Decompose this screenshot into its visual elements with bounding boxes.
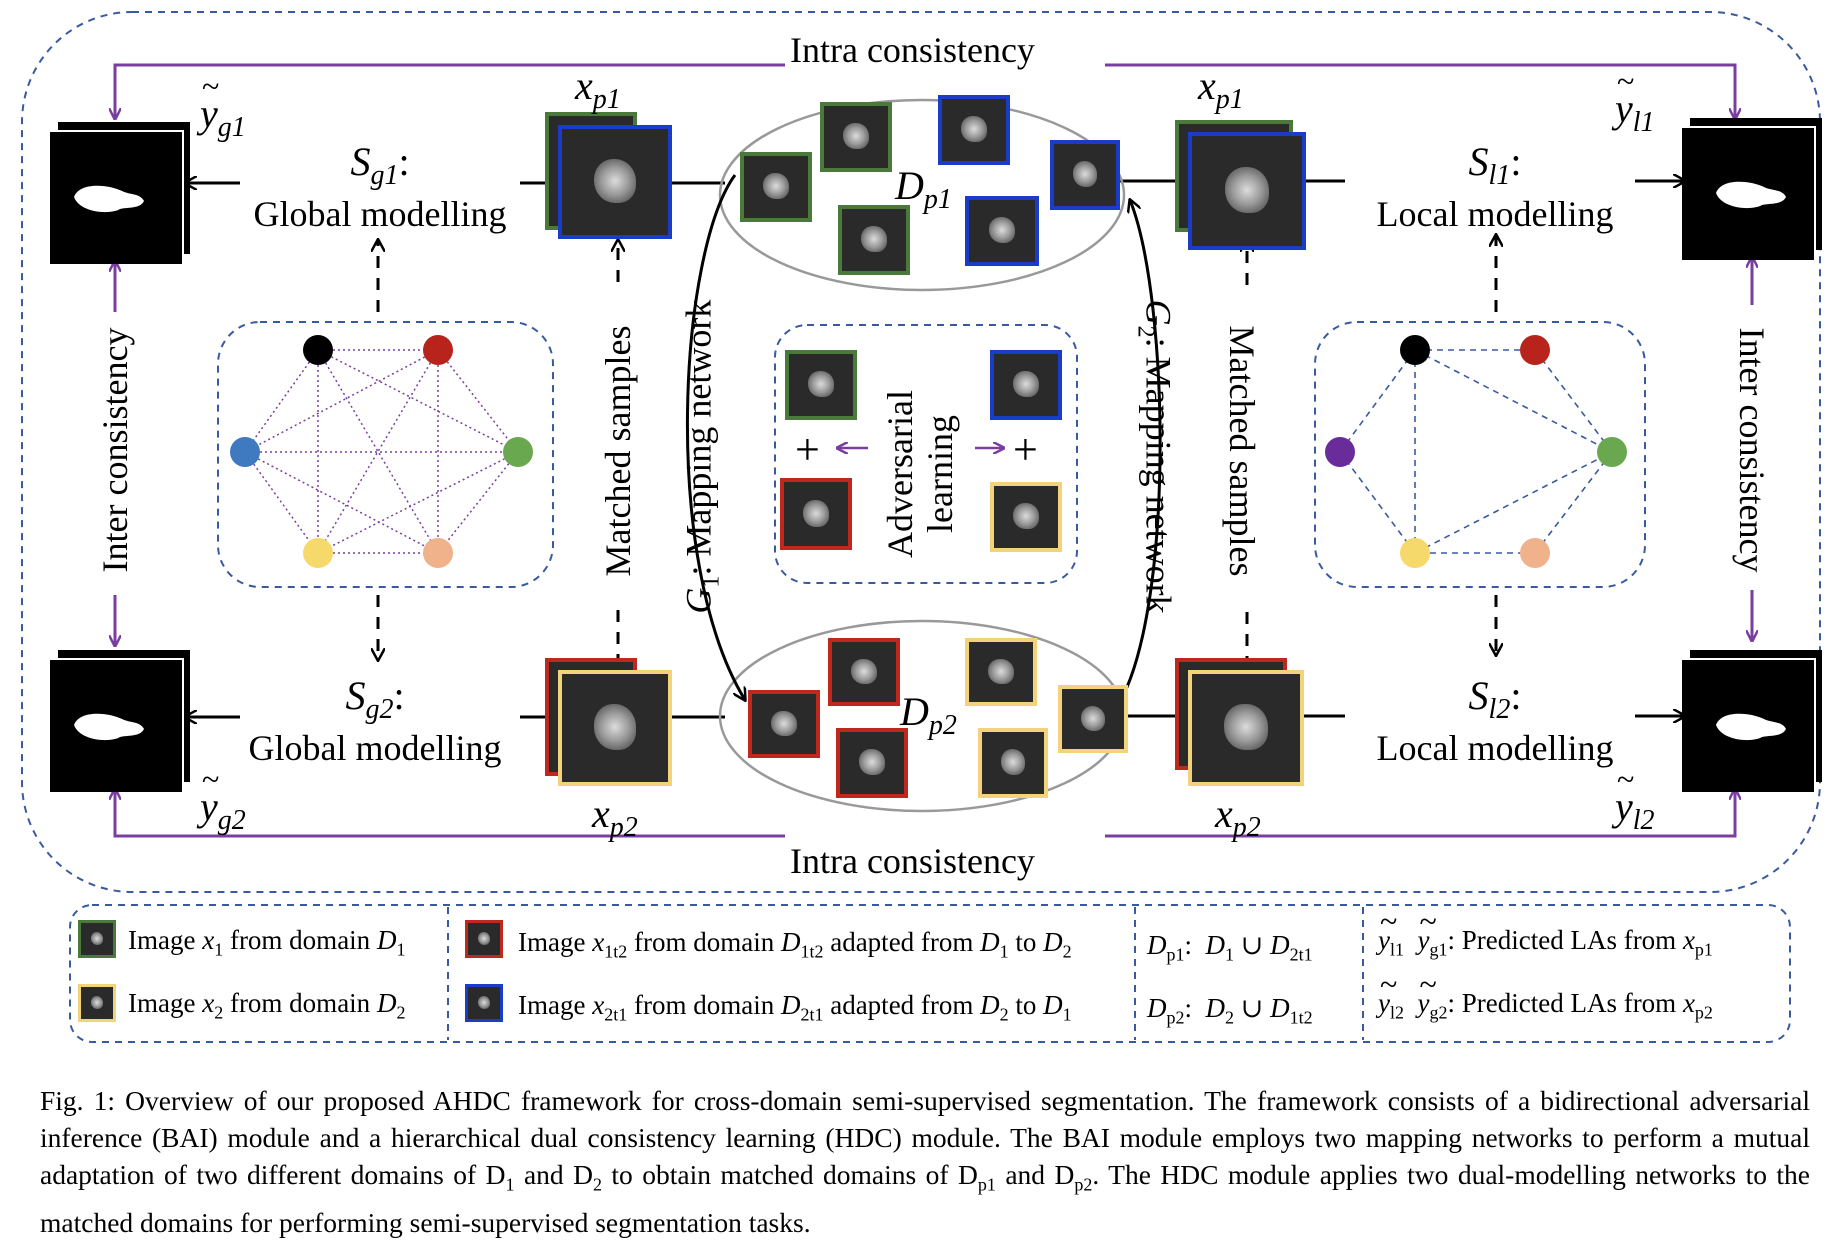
legend-row2-col3: Dp2: D2 ∪ D1t2: [1147, 993, 1313, 1028]
adv-thumb-green: [785, 350, 857, 420]
g2-curve: [1113, 200, 1162, 711]
dp2-thumb: [836, 728, 908, 798]
matched-left-label: Matched samples: [598, 325, 638, 577]
legend-swatch-green: [78, 920, 116, 958]
matched-right-label: Matched samples: [1222, 325, 1262, 577]
dp1-thumb: [938, 95, 1010, 165]
legend-swatch-red: [465, 920, 503, 958]
node-peach: [423, 538, 453, 568]
legend-row1-col1: Image x1 from domain D1: [128, 925, 406, 960]
intra-bottom-left-line: [115, 790, 785, 838]
dp2-thumb: [965, 638, 1037, 706]
xp1-left-front: [558, 125, 672, 239]
xp2-left-label: xp2: [592, 791, 638, 843]
legend-row2-col2: Image x2t1 from domain D2t1 adapted from…: [518, 990, 1072, 1025]
yl1-label: yl1: [1615, 63, 1655, 139]
global-graph: [244, 349, 519, 554]
xp1-right-front: [1188, 132, 1306, 250]
node-green: [503, 437, 533, 467]
xp2-right-label: xp2: [1215, 791, 1261, 843]
legend-row2-col1: Image x2 from domain D2: [128, 988, 406, 1023]
dp2-thumb: [978, 728, 1048, 798]
legend-swatch-blue: [465, 984, 503, 1022]
local-graph: [1339, 349, 1613, 554]
intra-bottom-label: Intra consistency: [790, 841, 1035, 881]
dp1-thumb: [740, 152, 812, 222]
figure-caption: Fig. 1: Overview of our proposed AHDC fr…: [40, 1085, 1810, 1238]
plus-right: +: [1013, 425, 1038, 474]
legend-row1-col3: Dp1: D1 ∪ D2t1: [1147, 930, 1313, 965]
intra-bottom-right-line: [1105, 790, 1735, 838]
intra-top-left-line: [115, 63, 785, 118]
dp1-ellipse: [718, 98, 1126, 292]
xp1-left-label: xp1: [575, 63, 621, 115]
sg2-label: Sg2: Global modelling: [248, 673, 502, 768]
mask-stack-g1: [50, 122, 190, 264]
xp2-left-front: [558, 670, 672, 786]
plus-left: +: [795, 425, 820, 474]
mask-stack-g2: [50, 650, 190, 792]
inter-left-label: Inter consistency: [95, 327, 135, 573]
sl2-label: Sl2: Local modelling: [1376, 673, 1614, 768]
g1-curve: [686, 174, 745, 700]
dp2-thumb: [828, 638, 900, 706]
sg1-label: Sg1: Global modelling: [253, 139, 507, 234]
mask-stack-l1: [1682, 118, 1822, 260]
intra-top-label: Intra consistency: [790, 30, 1035, 70]
node-blue: [230, 437, 260, 467]
legend-row2-col4: yl2 yg2: Predicted LAs from xp2: [1378, 966, 1713, 1023]
dp2-thumb: [1058, 685, 1128, 753]
xp1-right-label: xp1: [1198, 63, 1244, 115]
yg2-label: yg2: [200, 761, 246, 837]
yg1-label: yg1: [200, 68, 246, 144]
dp1-label: Dp1: [895, 163, 952, 215]
dp1-thumb: [965, 196, 1039, 266]
dp2-thumb: [748, 690, 820, 758]
sl1-label: Sl1: Local modelling: [1376, 139, 1614, 234]
g2-mapping-label: G2: Mapping network: [1132, 299, 1179, 614]
dp2-label: Dp2: [900, 689, 957, 741]
g1-mapping-label: G1: Mapping network: [678, 299, 725, 614]
legend-frame: [69, 904, 1791, 1043]
yl2-label: yl2: [1615, 761, 1655, 837]
intra-top-right-line: [1105, 63, 1735, 118]
dp1-thumb: [820, 102, 892, 172]
dp1-thumb: [1050, 140, 1120, 210]
framework-frame: [21, 11, 1821, 893]
legend-swatch-yellow: [78, 984, 116, 1022]
legend-row1-col4: yl1 yg1: Predicted LAs from xp1: [1378, 903, 1713, 960]
adv-thumb-blue: [990, 350, 1062, 420]
adv-thumb-yellow: [990, 482, 1062, 552]
dp1-thumb: [838, 205, 910, 275]
node-red: [423, 335, 453, 365]
node-yellow: [303, 538, 333, 568]
adversarial-label: Adversarial learning: [880, 390, 960, 558]
xp2-right-front: [1188, 670, 1304, 786]
mask-stack-l2: [1682, 650, 1822, 792]
inter-right-label: Inter consistency: [1732, 327, 1772, 573]
adv-thumb-red: [780, 478, 852, 550]
node-black: [303, 335, 333, 365]
legend-row1-col2: Image x1t2 from domain D1t2 adapted from…: [518, 927, 1072, 962]
